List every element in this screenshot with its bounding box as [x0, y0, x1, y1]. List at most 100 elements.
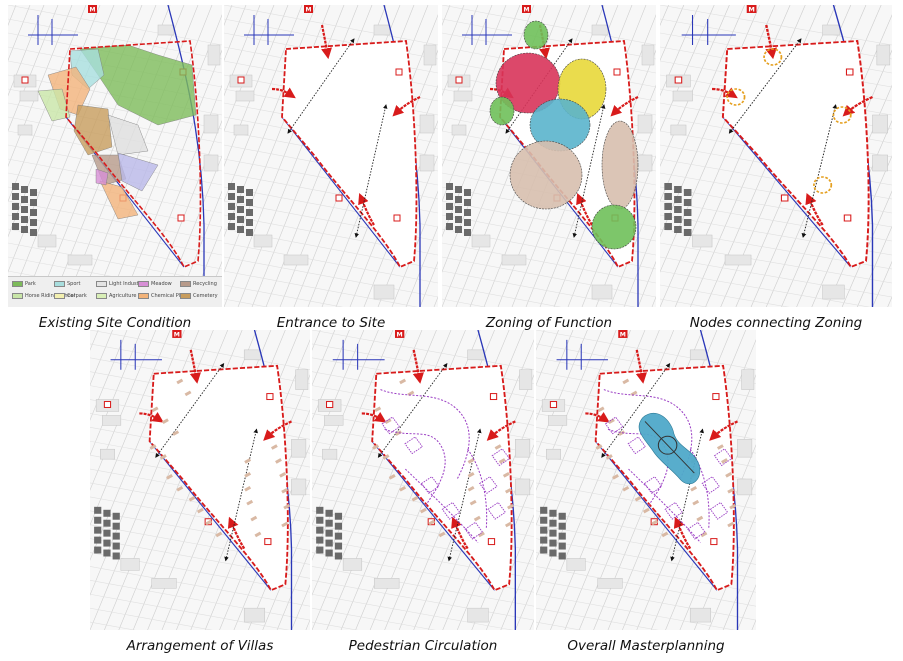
villa-unit	[244, 458, 252, 464]
site-boundary	[148, 364, 289, 592]
solar-panel	[228, 183, 235, 190]
node-circle	[813, 176, 833, 194]
building-block	[243, 349, 261, 361]
site-map-svg: M	[312, 330, 534, 630]
street-line	[8, 200, 222, 242]
entry-arrow-east	[486, 420, 516, 441]
axis-line-north	[728, 38, 802, 134]
rail-line	[149, 440, 272, 591]
street-line	[312, 330, 336, 386]
caption-zoning-of-function: Zoning of Function	[485, 315, 613, 331]
bus-stop-icon	[395, 68, 403, 76]
legend-label: Horse Riding School	[25, 293, 76, 299]
cluster-loop	[643, 476, 663, 494]
building-block	[342, 558, 363, 571]
villa-unit	[727, 487, 735, 494]
caption-arrangement-of-villas: Arrangement of Villas	[126, 638, 274, 654]
solar-panel	[455, 206, 462, 213]
solar-panel	[21, 206, 28, 213]
metro-marker: M	[522, 5, 531, 14]
solar-field	[12, 183, 37, 236]
villa-unit	[725, 472, 733, 478]
solar-panel	[464, 199, 471, 206]
villa-unit	[612, 474, 619, 480]
solar-panel	[12, 183, 19, 190]
solar-panel	[12, 213, 19, 220]
building-block	[689, 349, 707, 361]
street-line	[660, 5, 892, 46]
site-map-svg: M	[90, 330, 310, 630]
street-line	[224, 5, 275, 132]
axis-line-north	[601, 363, 671, 458]
solar-panel	[228, 193, 235, 200]
villa-unit	[692, 499, 700, 506]
villa-unit	[172, 430, 180, 436]
building-blocks	[447, 24, 655, 300]
function-zone	[523, 20, 549, 50]
street-line	[536, 607, 659, 630]
metro-label: M	[90, 7, 96, 14]
villa-unit	[374, 406, 382, 413]
villa-unit	[622, 378, 630, 385]
solar-panel	[30, 209, 37, 216]
villa-unit	[595, 444, 603, 450]
legend-label: Chemical Plant	[151, 293, 189, 299]
land-use-zone	[95, 168, 109, 186]
street-line	[175, 190, 222, 307]
building-block	[419, 154, 435, 172]
villa-unit	[196, 507, 204, 514]
street-line	[224, 270, 419, 307]
villa-unit	[254, 531, 262, 538]
street-line	[442, 298, 487, 307]
villa-unit	[467, 485, 475, 492]
villa-unit	[399, 378, 407, 385]
bus-stop-icon	[326, 401, 334, 408]
site-map-svg: M	[536, 330, 756, 630]
solar-panel	[325, 509, 333, 517]
street-line	[8, 5, 31, 62]
bus-stop-icon	[674, 76, 683, 84]
building-block	[597, 578, 623, 589]
solar-panel	[112, 542, 120, 550]
street-line	[90, 566, 310, 607]
solar-panel	[540, 526, 548, 534]
building-block	[203, 114, 219, 134]
solar-panel	[112, 522, 120, 530]
street-line	[312, 580, 534, 621]
solar-panel	[334, 512, 343, 520]
street-line	[90, 607, 213, 630]
villa-unit	[634, 495, 642, 502]
legend-swatch	[138, 281, 149, 287]
building-block	[467, 607, 489, 623]
cluster-loop	[464, 521, 484, 540]
solar-panel	[683, 199, 692, 206]
legend-item: Meadow	[138, 281, 172, 287]
street-line	[442, 5, 493, 132]
legend-label: Agriculture	[109, 293, 137, 299]
solar-panel	[540, 506, 548, 514]
solar-panel	[446, 223, 453, 230]
solar-panel	[325, 539, 333, 547]
cluster-loop	[487, 501, 506, 520]
solar-panel	[683, 189, 692, 196]
solar-panel	[94, 506, 102, 514]
building-block	[672, 90, 693, 102]
villa-unit	[618, 430, 626, 436]
street-line	[161, 155, 222, 307]
building-blocks	[13, 24, 221, 300]
metro-marker: M	[172, 330, 182, 338]
building-block	[203, 154, 219, 172]
legend-swatch	[138, 293, 149, 299]
solar-panel	[683, 219, 692, 226]
bus-stop-icon	[21, 76, 29, 84]
cluster-loop	[404, 436, 423, 455]
solar-panel	[94, 516, 102, 524]
street-line	[660, 270, 871, 307]
solar-field	[316, 506, 343, 560]
solar-panel	[246, 229, 253, 236]
side-road	[681, 15, 736, 45]
building-block	[235, 90, 255, 102]
villa-unit	[507, 503, 514, 510]
cluster-loop	[491, 448, 511, 467]
caption-nodes-connecting-zoning: Nodes connecting Zoning	[689, 315, 863, 331]
